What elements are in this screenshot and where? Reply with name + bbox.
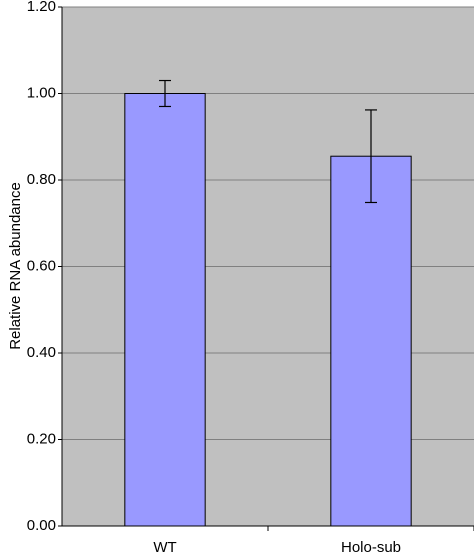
y-tick-label: 0.60	[27, 257, 56, 274]
x-tick-label: WT	[153, 539, 176, 556]
y-axis-label: Relative RNA abundance	[7, 182, 24, 350]
error-bar	[159, 79, 171, 108]
y-tick-label: 1.00	[27, 84, 56, 101]
y-tick-label: 0.80	[27, 171, 56, 188]
x-tick-label: Holo-sub	[341, 539, 401, 556]
error-bar	[365, 109, 377, 204]
y-tick-label: 0.40	[27, 344, 56, 361]
y-tick-label: 0.00	[27, 517, 56, 534]
bar	[124, 93, 206, 527]
bar	[330, 155, 412, 527]
y-tick-label: 1.20	[27, 0, 56, 15]
y-tick-label: 0.20	[27, 430, 56, 447]
